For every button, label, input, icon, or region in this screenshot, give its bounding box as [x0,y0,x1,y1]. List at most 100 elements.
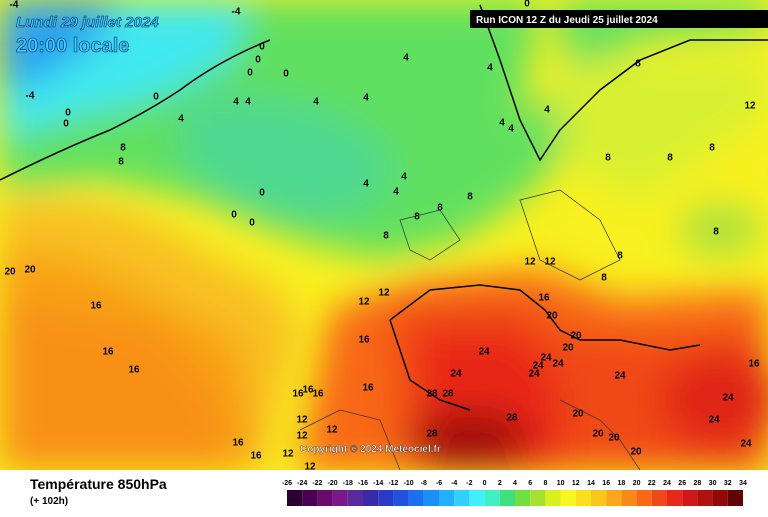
contour-label: 0 [63,119,69,130]
scale-tick-label: 30 [709,480,717,487]
contour-label: 12 [326,425,338,436]
scale-swatch [636,490,652,506]
contour-label: 4 [245,97,251,108]
scale-tick-label: -22 [312,480,322,487]
contour-label: 12 [282,449,294,460]
contour-label: 20 [4,267,16,278]
scale-tick-label: -4 [451,480,457,487]
contour-label: 4 [233,97,239,108]
contour-label: 0 [249,218,255,229]
contour-label: 8 [383,231,389,242]
contour-label: 8 [437,203,443,214]
scale-swatch [378,490,394,506]
contour-label: 16 [232,438,244,449]
contour-label: 0 [231,210,237,221]
contour-label: 8 [635,59,641,70]
scale-tick-label: 22 [648,480,656,487]
scale-tick-label: 6 [528,480,532,487]
contour-label: 20 [562,343,574,354]
scale-swatch [484,490,500,506]
scale-tick-label: -14 [373,480,383,487]
scale-swatch [347,490,363,506]
scale-tick-label: 26 [678,480,686,487]
contour-label: 4 [401,172,407,183]
contour-label: 0 [255,55,261,66]
scale-swatch [499,490,515,506]
scale-swatch [682,490,698,506]
contour-label: 12 [744,101,756,112]
scale-swatch [515,490,531,506]
scale-swatch [651,490,667,506]
contour-label: 4 [363,93,369,104]
scale-swatch [393,490,409,506]
contour-label: 24 [450,369,462,380]
contour-label: 16 [312,389,324,400]
scale-tick-label: 28 [694,480,702,487]
scale-swatch [667,490,683,506]
contour-label: 8 [120,143,126,154]
scale-swatch [591,490,607,506]
scale-swatch [697,490,713,506]
scale-tick-label: -18 [343,480,353,487]
scale-tick-label: 12 [572,480,580,487]
scale-tick-label: 2 [498,480,502,487]
scale-tick-label: 8 [543,480,547,487]
scale-swatch [545,490,561,506]
contour-label: 16 [358,335,370,346]
contour-label: 4 [508,124,514,135]
scale-tick-label: 24 [663,480,671,487]
contour-label: 20 [24,265,36,276]
contour-label: 0 [247,68,253,79]
contour-label: 24 [740,439,752,450]
contour-label: 12 [304,462,316,473]
contour-label: 4 [178,114,184,125]
contour-label: 4 [544,105,550,116]
scale-tick-label: 34 [739,480,747,487]
forecast-lead: (+ 102h) [30,496,68,507]
contour-label: 20 [570,331,582,342]
contour-label: 16 [538,293,550,304]
contour-label: 8 [713,227,719,238]
run-info: Run ICON 12 Z du Jeudi 25 juillet 2024 [476,15,658,26]
contour-label: 16 [250,451,262,462]
contour-label: 8 [467,192,473,203]
contour-label: 20 [546,311,558,322]
scale-tick-label: 4 [513,480,517,487]
contour-label: 12 [296,415,308,426]
contour-label: 8 [709,143,715,154]
contour-label: 24 [532,361,544,372]
contour-label: 8 [617,251,623,262]
contour-label: 24 [540,353,552,364]
contour-label: 4 [403,53,409,64]
scale-swatch [423,490,439,506]
contour-label: 0 [65,108,71,119]
forecast-time: 20:00 locale [16,35,129,57]
contour-label: 16 [128,365,140,376]
scale-swatch [560,490,576,506]
contour-label: 16 [90,301,102,312]
scale-swatch [287,490,303,506]
contour-label: 0 [283,69,289,80]
scale-swatch [712,490,728,506]
contour-label: 24 [722,393,734,404]
contour-label: 28 [426,429,438,440]
map-background [0,0,768,471]
scale-tick-label: 20 [633,480,641,487]
contour-label: 0 [153,92,159,103]
scale-tick-label: -8 [421,480,427,487]
contour-label: 16 [362,383,374,394]
scale-tick-label: -26 [282,480,292,487]
contour-label: 0 [259,42,265,53]
contour-label: 4 [363,179,369,190]
contour-label: 24 [552,359,564,370]
scale-tick-label: -24 [297,480,307,487]
contour-label: 4 [313,97,319,108]
contour-label: 8 [605,153,611,164]
scale-swatch [621,490,637,506]
scale-tick-label: -6 [436,480,442,487]
scale-tick-label: 0 [483,480,487,487]
contour-label: 16 [302,385,314,396]
contour-label: 12 [524,257,536,268]
forecast-date: Lundi 29 juillet 2024 [16,14,159,31]
